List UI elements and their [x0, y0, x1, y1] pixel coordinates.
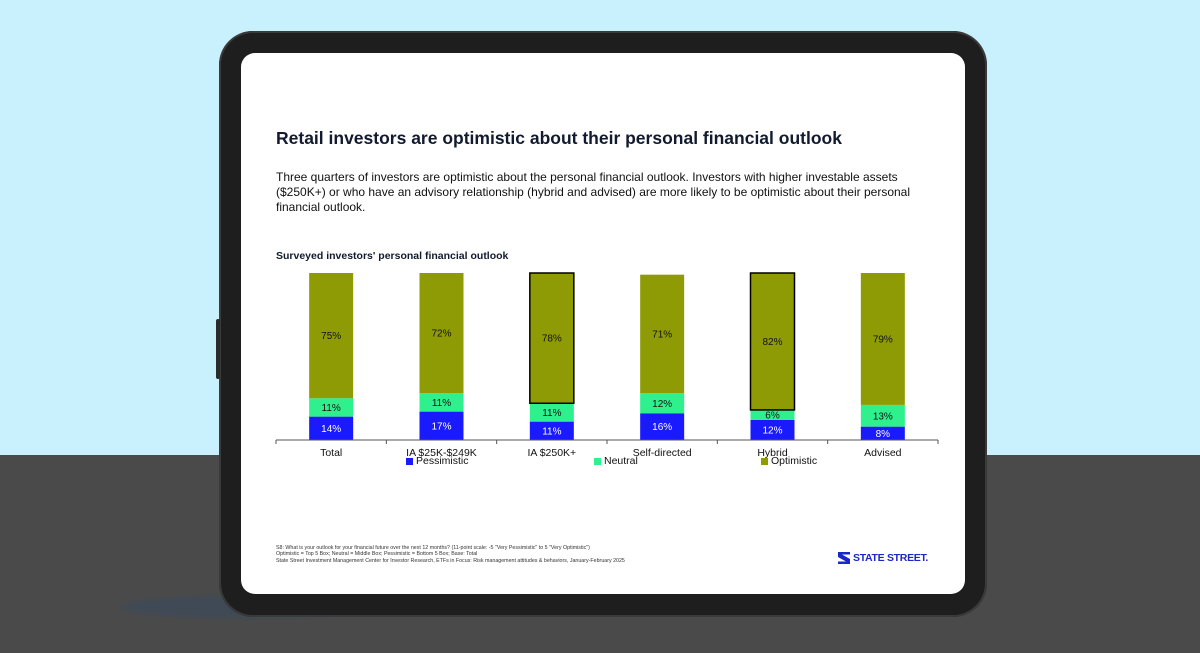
- x-tick-label-5: Advised: [864, 447, 902, 459]
- data-label-optimistic-4: 82%: [762, 337, 782, 348]
- stacked-bar-chart: 14% 11% 75% Total 17% 11% 72% IA $25K-$249K 11% 1…: [275, 272, 939, 459]
- chart-title: Surveyed investors' personal financial o…: [276, 250, 509, 262]
- state-street-logo[interactable]: STATE STREET.: [837, 550, 928, 566]
- bar-neutral-0: [309, 398, 354, 417]
- highlight-outline-2: [529, 272, 575, 405]
- tablet-frame: Retail investors are optimistic about th…: [216, 31, 987, 617]
- data-label-optimistic-2: 78%: [542, 334, 562, 345]
- data-label-pessimistic-1: 17%: [431, 421, 451, 432]
- bar-optimistic-3: [640, 274, 685, 394]
- bar-optimistic-4: [750, 273, 795, 410]
- x-tick-label-4: Hybrid: [757, 447, 788, 459]
- legend-label-neutral: Neutral: [604, 455, 638, 467]
- data-label-pessimistic-5: 8%: [876, 429, 891, 440]
- data-label-pessimistic-2: 11%: [542, 426, 561, 437]
- data-label-neutral-3: 12%: [652, 399, 672, 410]
- legend-swatch-optimistic: [761, 457, 768, 465]
- slide-description: Three quarters of investors are optimist…: [276, 170, 911, 214]
- highlight-outline-4: [749, 272, 796, 411]
- bar-neutral-4: [750, 409, 795, 420]
- bar-pessimistic-1: [419, 411, 464, 440]
- x-tick-label-1: IA $25K-$249K: [406, 447, 477, 459]
- footnote-line: Optimistic = Top 5 Box; Neutral = Middle…: [276, 551, 478, 558]
- bar-pessimistic-4: [750, 419, 795, 440]
- bar-pessimistic-3: [640, 413, 685, 440]
- slide-screen: Retail investors are optimistic about th…: [241, 53, 965, 594]
- bar-neutral-2: [529, 403, 574, 422]
- bar-neutral-5: [860, 404, 905, 427]
- legend-label-optimistic: Optimistic: [771, 455, 818, 467]
- bar-optimistic-2: [529, 273, 574, 404]
- bar-pessimistic-2: [529, 421, 574, 440]
- data-label-optimistic-5: 79%: [873, 334, 893, 345]
- data-label-pessimistic-0: 14%: [321, 424, 341, 435]
- bar-optimistic-5: [860, 273, 905, 405]
- legend-item-optimistic: Optimistic: [761, 455, 817, 467]
- data-label-neutral-5: 13%: [873, 411, 893, 422]
- footnote-line: State Street Investment Management Cente…: [276, 557, 625, 564]
- footnotes: S8: What is your outlook for your financ…: [276, 545, 706, 564]
- bar-optimistic-1: [419, 273, 464, 394]
- logo-text: STATE STREET.: [853, 552, 929, 564]
- slide-title: Retail investors are optimistic about th…: [276, 128, 842, 148]
- data-label-pessimistic-4: 12%: [762, 425, 782, 436]
- legend-swatch-pessimistic: [406, 457, 413, 465]
- tablet-side-button: [216, 319, 220, 379]
- data-label-neutral-4: 6%: [765, 410, 780, 421]
- data-label-optimistic-3: 71%: [652, 329, 672, 340]
- data-label-neutral-0: 11%: [322, 403, 341, 414]
- bar-optimistic-0: [309, 273, 354, 399]
- bar-pessimistic-0: [309, 416, 354, 440]
- bar-pessimistic-5: [860, 426, 905, 440]
- data-label-neutral-1: 11%: [432, 398, 451, 409]
- footnote-line: S8: What is your outlook for your financ…: [276, 545, 590, 551]
- legend-item-pessimistic: Pessimistic: [406, 455, 469, 467]
- data-label-optimistic-1: 72%: [431, 329, 451, 340]
- bar-neutral-1: [419, 393, 464, 412]
- x-tick-label-0: Total: [320, 447, 342, 459]
- x-tick-label-2: IA $250K+: [527, 447, 576, 459]
- x-tick-label-3: Self-directed: [633, 447, 692, 459]
- legend-label-pessimistic: Pessimistic: [416, 455, 469, 467]
- data-label-optimistic-0: 75%: [321, 331, 341, 342]
- data-label-neutral-2: 11%: [542, 408, 561, 419]
- data-label-pessimistic-3: 16%: [652, 422, 672, 433]
- legend-swatch-neutral: [594, 457, 601, 465]
- state-street-logo-icon: [838, 552, 850, 564]
- bar-neutral-3: [640, 393, 685, 414]
- legend-item-neutral: Neutral: [594, 455, 638, 467]
